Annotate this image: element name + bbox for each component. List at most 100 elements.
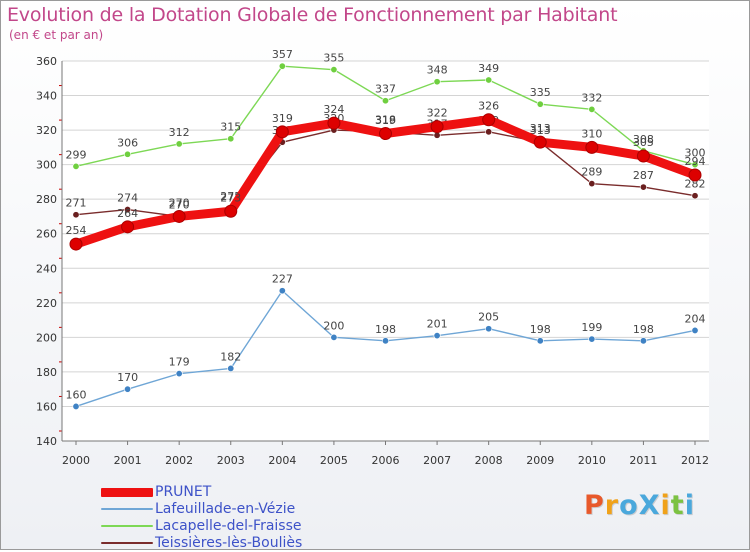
data-label: 205 bbox=[478, 311, 499, 324]
legend-item-lafeuillade: Lafeuillade-en-Vézie bbox=[101, 501, 361, 518]
y-tick-label: 180 bbox=[36, 366, 57, 379]
data-label: 179 bbox=[169, 356, 190, 369]
y-tick-label: 260 bbox=[36, 228, 57, 241]
y-tick-label: 140 bbox=[36, 435, 57, 448]
data-point bbox=[588, 180, 596, 188]
data-label: 310 bbox=[581, 127, 602, 140]
data-point bbox=[381, 337, 389, 345]
data-point bbox=[588, 105, 596, 113]
x-tick-label: 2002 bbox=[165, 454, 193, 467]
data-label: 198 bbox=[633, 323, 654, 336]
data-label: 254 bbox=[66, 224, 87, 237]
data-point bbox=[691, 161, 699, 169]
x-tick-label: 2000 bbox=[62, 454, 90, 467]
x-tick-label: 2006 bbox=[372, 454, 400, 467]
y-tick-label: 240 bbox=[36, 262, 57, 275]
data-label: 319 bbox=[272, 112, 293, 125]
data-label: 300 bbox=[685, 147, 706, 160]
data-label: 200 bbox=[323, 319, 344, 332]
data-label: 357 bbox=[272, 48, 293, 61]
logo-letter: r bbox=[604, 490, 620, 521]
logo-letter: P bbox=[584, 490, 605, 521]
data-point bbox=[121, 220, 135, 234]
data-label: 282 bbox=[685, 178, 706, 191]
legend-label-prunet: PRUNET bbox=[155, 484, 212, 500]
x-tick-label: 2011 bbox=[629, 454, 657, 467]
data-point bbox=[72, 162, 80, 170]
data-label: 198 bbox=[530, 323, 551, 336]
x-tick-label: 2001 bbox=[114, 454, 142, 467]
data-point bbox=[278, 62, 286, 70]
x-tick-label: 2003 bbox=[217, 454, 245, 467]
data-point bbox=[691, 192, 699, 200]
data-point bbox=[278, 287, 286, 295]
data-point bbox=[72, 211, 80, 219]
data-label: 160 bbox=[66, 388, 87, 401]
plot-area bbox=[62, 61, 709, 441]
x-tick-label: 2007 bbox=[423, 454, 451, 467]
chart-subtitle: (en € et par an) bbox=[9, 28, 104, 42]
y-tick-label: 340 bbox=[36, 90, 57, 103]
data-label: 299 bbox=[66, 148, 87, 161]
data-point bbox=[636, 149, 650, 163]
legend-swatch-teissieres bbox=[101, 542, 153, 544]
data-point bbox=[485, 128, 493, 136]
x-tick-label: 2004 bbox=[268, 454, 296, 467]
data-point bbox=[275, 125, 289, 139]
data-label: 170 bbox=[117, 371, 138, 384]
data-point bbox=[485, 76, 493, 84]
data-label: 349 bbox=[478, 62, 499, 75]
data-label: 318 bbox=[375, 114, 396, 127]
data-point bbox=[585, 140, 599, 154]
data-point bbox=[588, 335, 596, 343]
data-point bbox=[639, 183, 647, 191]
data-label: 199 bbox=[581, 321, 602, 334]
data-label: 201 bbox=[427, 318, 448, 331]
data-label: 315 bbox=[220, 121, 241, 134]
data-label: 313 bbox=[530, 122, 551, 135]
x-tick-label: 2010 bbox=[578, 454, 606, 467]
data-point bbox=[224, 204, 238, 218]
data-label: 270 bbox=[169, 198, 190, 211]
data-point bbox=[639, 337, 647, 345]
legend-label-teissieres: Teissières-lès-Bouliès bbox=[155, 535, 303, 551]
data-point bbox=[430, 120, 444, 134]
data-point bbox=[227, 364, 235, 372]
data-label: 287 bbox=[633, 169, 654, 182]
data-label: 227 bbox=[272, 273, 293, 286]
y-tick-label: 300 bbox=[36, 159, 57, 172]
data-point bbox=[482, 113, 496, 127]
data-label: 305 bbox=[633, 136, 654, 149]
data-label: 335 bbox=[530, 86, 551, 99]
data-label: 204 bbox=[685, 312, 706, 325]
legend-swatch-lafeuillade bbox=[101, 508, 153, 510]
data-label: 289 bbox=[581, 166, 602, 179]
data-label: 306 bbox=[117, 136, 138, 149]
data-point bbox=[533, 135, 547, 149]
data-point bbox=[72, 402, 80, 410]
data-label: 326 bbox=[478, 100, 499, 113]
data-point bbox=[379, 127, 392, 141]
data-point bbox=[485, 325, 493, 333]
chart-title: Evolution de la Dotation Globale de Fonc… bbox=[7, 4, 618, 26]
y-tick-label: 160 bbox=[36, 400, 57, 413]
data-point bbox=[433, 332, 441, 340]
data-label: 270 bbox=[169, 196, 190, 209]
data-label: 313 bbox=[530, 124, 551, 137]
proxiti-logo: ProXiti bbox=[584, 490, 695, 521]
data-label: 273 bbox=[220, 191, 241, 204]
y-tick-label: 360 bbox=[36, 55, 57, 68]
data-point bbox=[536, 337, 544, 345]
data-point bbox=[381, 97, 389, 105]
data-point bbox=[327, 116, 341, 130]
y-tick-label: 320 bbox=[36, 124, 57, 137]
y-tick-label: 280 bbox=[36, 193, 57, 206]
legend-item-prunet: PRUNET bbox=[101, 484, 361, 501]
data-point bbox=[330, 66, 338, 74]
legend-item-teissieres: Teissières-lès-Bouliès bbox=[101, 535, 361, 552]
y-tick-label: 200 bbox=[36, 331, 57, 344]
data-label: 348 bbox=[427, 64, 448, 77]
data-label: 355 bbox=[323, 52, 344, 65]
legend-item-lacapelle: Lacapelle-del-Fraisse bbox=[101, 518, 361, 535]
